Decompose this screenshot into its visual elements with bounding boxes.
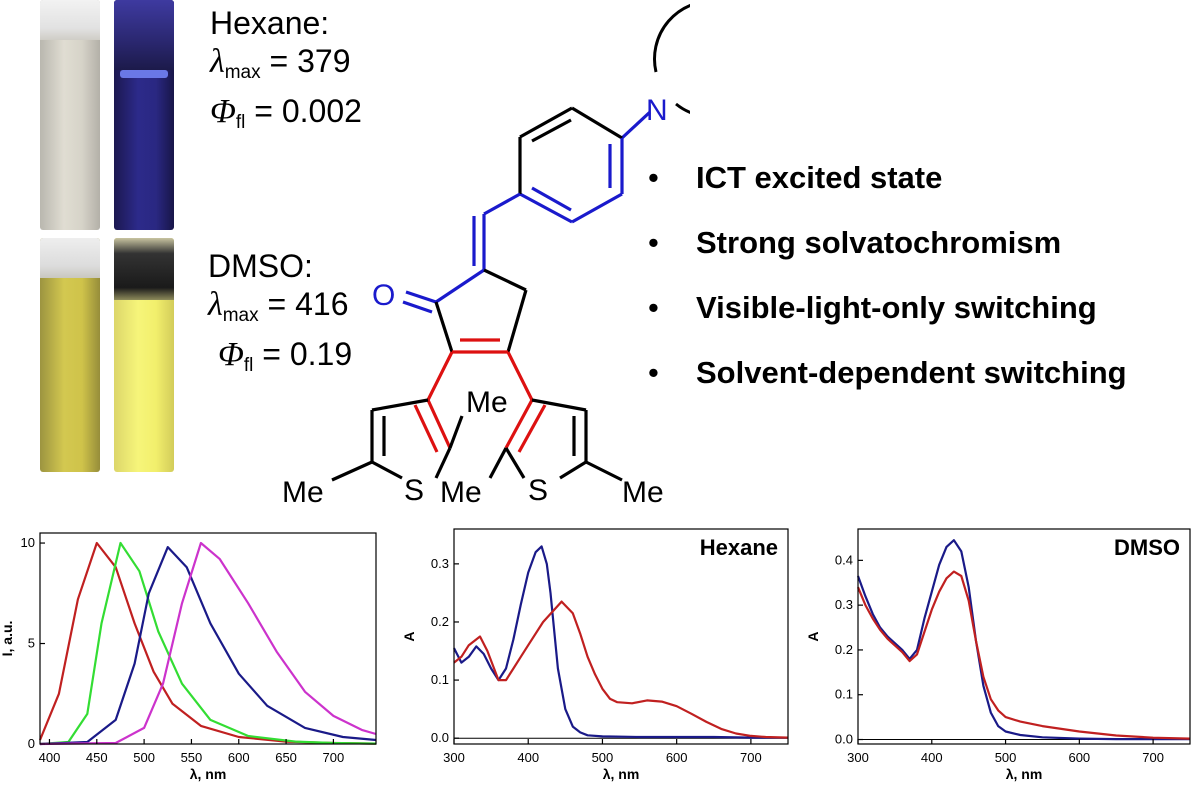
y-axis-label: A <box>401 631 417 641</box>
y-tick-label: 0.1 <box>835 687 853 702</box>
x-tick-label: 700 <box>323 750 345 765</box>
plot-frame <box>453 528 789 745</box>
hexane-solvent-name: Hexane: <box>210 5 330 41</box>
methyl-label-center: Me <box>440 476 482 509</box>
y-tick-label: 10 <box>21 535 35 550</box>
y-tick-label: 0.3 <box>835 597 853 612</box>
y-axis-label: A <box>805 631 821 641</box>
y-axis-label: I, a.u. <box>0 621 15 657</box>
x-axis-label: λ, nm <box>190 766 227 782</box>
x-tick-label: 400 <box>921 750 943 765</box>
series-line-1 <box>39 541 377 746</box>
x-tick-label: 400 <box>517 750 539 765</box>
cyclopentenone-ring <box>434 268 528 354</box>
dmso-quantum-yield: Φfl = 0.19 <box>218 336 353 376</box>
series-line-1 <box>453 600 789 739</box>
chart-title: DMSO <box>1114 535 1180 560</box>
feature-item: • ICT excited state <box>648 160 943 195</box>
methyl-label-upper: Me <box>466 386 508 419</box>
plot-frame <box>857 528 1191 745</box>
plot-frame <box>39 532 377 745</box>
benzene-ring <box>518 106 624 224</box>
y-tick-label: 0.1 <box>431 672 449 687</box>
hexane-lambda-max: λmax = 379 <box>210 43 351 83</box>
n-aryl-bond <box>620 110 652 140</box>
series-line-1 <box>856 570 1191 740</box>
hexane-ambient-cuvette-photo <box>40 0 100 230</box>
y-tick-label: 0.2 <box>835 642 853 657</box>
x-tick-label: 700 <box>740 750 762 765</box>
x-tick-label: 450 <box>86 750 108 765</box>
y-tick-label: 0.0 <box>431 730 449 745</box>
x-tick-label: 500 <box>995 750 1017 765</box>
methyl-label-left: Me <box>282 476 324 509</box>
right-thiophene <box>488 398 623 482</box>
x-tick-label: 300 <box>443 750 465 765</box>
hexane-quantum-yield: Φfl = 0.002 <box>210 93 362 133</box>
oxygen-atom: O <box>372 279 395 312</box>
x-tick-label: 650 <box>275 750 297 765</box>
feature-item: • Solvent-dependent switching <box>648 355 1127 390</box>
methyl-label-right: Me <box>622 476 664 509</box>
hexane-label-block: Hexane: λmax = 379 Φfl = 0.002 <box>210 4 362 142</box>
dmso-lambda-max: λmax = 416 <box>208 286 349 326</box>
dmso-absorption-chart: 300 400 500 600 700 0.0 0.1 0.2 0.3 0.4 λ, nm A DMSO <box>805 528 1191 782</box>
y-tick-label: 0.0 <box>835 732 853 747</box>
x-axis-label: λ, nm <box>603 766 640 782</box>
dmso-label-block: DMSO: λmax = 416 Φfl = 0.19 <box>208 247 352 385</box>
series-line-3 <box>39 541 377 746</box>
x-tick-label: 600 <box>228 750 250 765</box>
x-tick-label: 700 <box>1142 750 1164 765</box>
y-tick-label: 0.4 <box>835 552 853 567</box>
sulfur-atom-left: S <box>404 474 424 507</box>
series-line-0 <box>453 545 788 739</box>
x-tick-label: 550 <box>181 750 203 765</box>
x-tick-label: 400 <box>39 750 61 765</box>
amine-ring <box>653 3 690 114</box>
feature-item: • Strong solvatochromism <box>648 225 1062 260</box>
molecule-structure: O N S S Me Me Me Me <box>282 3 690 509</box>
benzylidene-bridge <box>402 192 521 314</box>
x-tick-label: 300 <box>847 750 869 765</box>
sulfur-atom-right: S <box>528 474 548 507</box>
feature-list: • ICT excited state • Strong solvatochromi… <box>648 160 1127 420</box>
x-tick-label: 500 <box>592 750 614 765</box>
y-tick-label: 0 <box>28 736 35 751</box>
x-tick-label: 600 <box>666 750 688 765</box>
dmso-solvent-name: DMSO: <box>208 248 313 284</box>
x-axis-label: λ, nm <box>1006 766 1043 782</box>
series-line-0 <box>856 539 1190 741</box>
y-tick-label: 0.2 <box>431 614 449 629</box>
x-tick-label: 500 <box>133 750 155 765</box>
chart-title: Hexane <box>700 535 778 560</box>
dmso-uv-cuvette-photo <box>114 238 174 472</box>
hexane-uv-cuvette-photo <box>114 0 174 230</box>
dmso-ambient-cuvette-photo <box>40 238 100 472</box>
switch-core-bonds <box>413 351 547 453</box>
series-line-0 <box>38 541 377 745</box>
left-thiophene <box>331 398 464 482</box>
y-tick-label: 5 <box>28 636 35 651</box>
emission-spectra-chart: 400 450 500 550 600 650 700 0 5 10 λ, nm I, a.u. <box>0 532 377 782</box>
feature-item: • Visible-light-only switching <box>648 290 1097 325</box>
hexane-absorption-chart: 300 400 500 600 700 0.0 0.1 0.2 0.3 λ, nm A Hexane <box>401 528 789 782</box>
x-tick-label: 600 <box>1068 750 1090 765</box>
nitrogen-atom: N <box>646 94 668 127</box>
series-line-2 <box>39 546 377 746</box>
y-tick-label: 0.3 <box>431 556 449 571</box>
